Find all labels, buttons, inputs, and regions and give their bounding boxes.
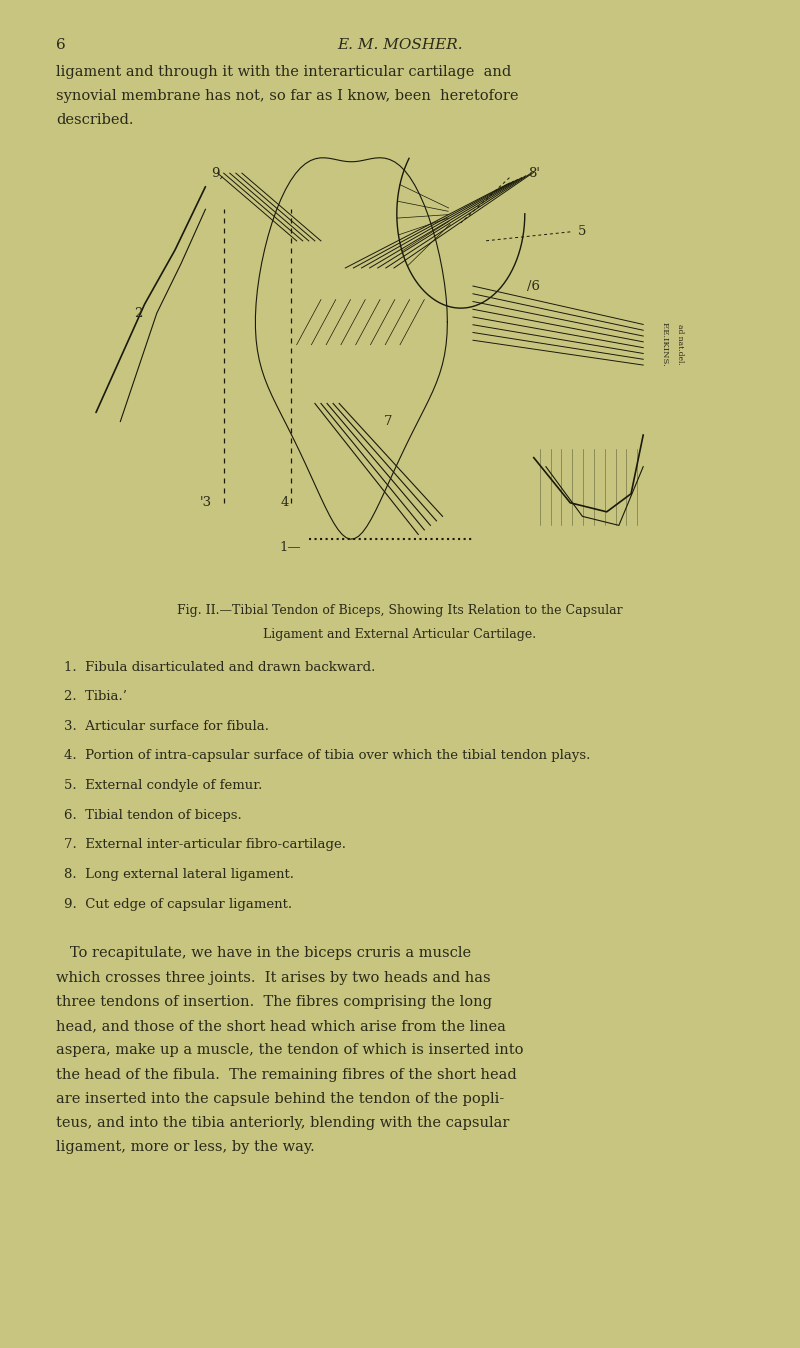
Text: which crosses three joints.  It arises by two heads and has: which crosses three joints. It arises by…: [56, 971, 490, 984]
Text: head, and those of the short head which arise from the linea: head, and those of the short head which …: [56, 1019, 506, 1033]
Text: 1.  Fibula disarticulated and drawn backward.: 1. Fibula disarticulated and drawn backw…: [64, 661, 375, 674]
Text: E. M. MOSHER.: E. M. MOSHER.: [337, 38, 463, 51]
Text: three tendons of insertion.  The fibres comprising the long: three tendons of insertion. The fibres c…: [56, 995, 492, 1008]
Text: 3.  Articular surface for fibula.: 3. Articular surface for fibula.: [64, 720, 269, 733]
Text: ligament, more or less, by the way.: ligament, more or less, by the way.: [56, 1140, 314, 1154]
Text: Fig. II.—Tibial Tendon of Biceps, Showing Its Relation to the Capsular: Fig. II.—Tibial Tendon of Biceps, Showin…: [177, 604, 623, 617]
Text: 6: 6: [56, 38, 66, 51]
Text: 7.  External inter-articular fibro-cartilage.: 7. External inter-articular fibro-cartil…: [64, 838, 346, 852]
Text: 5.  External condyle of femur.: 5. External condyle of femur.: [64, 779, 262, 793]
Text: 8': 8': [528, 167, 540, 179]
Text: synovial membrane has not, so far as I know, been  heretofore: synovial membrane has not, so far as I k…: [56, 89, 518, 102]
Text: Ligament and External Articular Cartilage.: Ligament and External Articular Cartilag…: [263, 628, 537, 642]
Text: 8.  Long external lateral ligament.: 8. Long external lateral ligament.: [64, 868, 294, 882]
Text: ad nat.del.: ad nat.del.: [676, 325, 684, 365]
Text: /6: /6: [527, 279, 540, 293]
Text: 9,: 9,: [211, 167, 224, 179]
Text: 4.  Portion of intra-capsular surface of tibia over which the tibial tendon play: 4. Portion of intra-capsular surface of …: [64, 749, 590, 763]
Text: 9.  Cut edge of capsular ligament.: 9. Cut edge of capsular ligament.: [64, 898, 292, 911]
Text: '3: '3: [199, 496, 211, 510]
Text: aspera, make up a muscle, the tendon of which is inserted into: aspera, make up a muscle, the tendon of …: [56, 1043, 523, 1057]
Text: teus, and into the tibia anteriorly, blending with the capsular: teus, and into the tibia anteriorly, ble…: [56, 1116, 510, 1130]
Text: F.E.IKINS.: F.E.IKINS.: [661, 322, 669, 367]
Text: 2: 2: [134, 306, 142, 319]
Text: 6.  Tibial tendon of biceps.: 6. Tibial tendon of biceps.: [64, 809, 242, 822]
Text: ligament and through it with the interarticular cartilage  and: ligament and through it with the interar…: [56, 65, 511, 78]
Text: 2.  Tibia.’: 2. Tibia.’: [64, 690, 127, 704]
Text: 7: 7: [383, 415, 392, 429]
Text: To recapitulate, we have in the biceps cruris a muscle: To recapitulate, we have in the biceps c…: [56, 946, 471, 960]
Text: 4: 4: [280, 496, 289, 510]
Text: 5: 5: [578, 225, 586, 239]
Text: 1—: 1—: [280, 542, 302, 554]
Text: the head of the fibula.  The remaining fibres of the short head: the head of the fibula. The remaining fi…: [56, 1068, 517, 1081]
Text: described.: described.: [56, 113, 134, 127]
Text: are inserted into the capsule behind the tendon of the popli-: are inserted into the capsule behind the…: [56, 1092, 504, 1105]
